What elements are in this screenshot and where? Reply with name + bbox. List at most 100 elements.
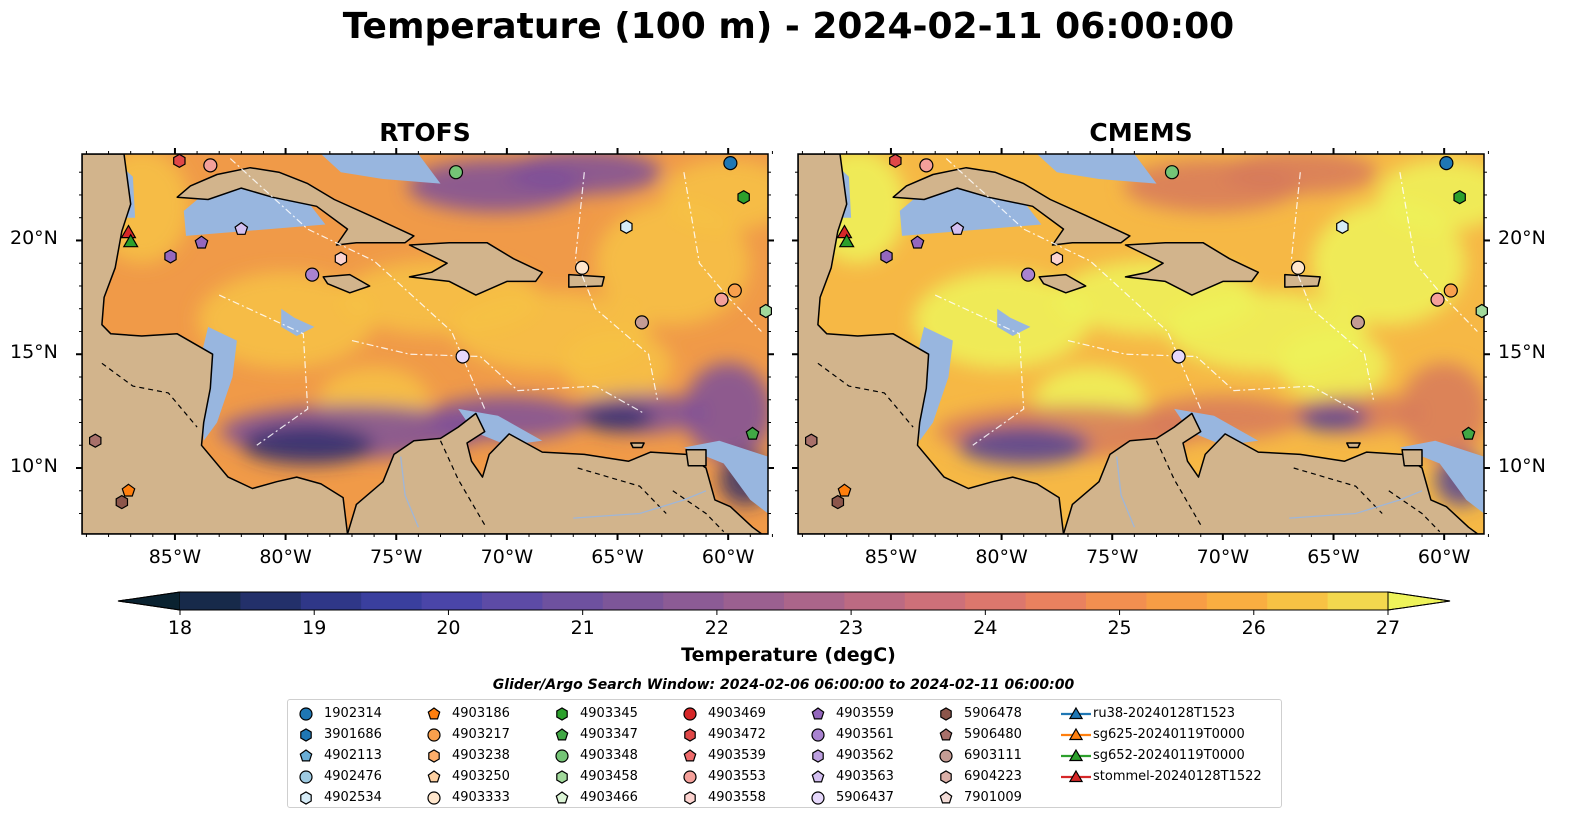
colorbar-bin [1267,592,1329,610]
legend-label: 4903345 [580,706,638,721]
lon-tick-label: 60°W [701,546,755,568]
legend-marker-icon [683,770,697,784]
legend-label: stommel-20240128T1522 [1093,769,1262,784]
colorbar-bin [300,592,362,610]
float-marker [620,219,633,234]
float-marker [1171,349,1186,364]
colorbar-tick-label: 19 [302,617,327,639]
float-marker [950,221,965,235]
float-marker [448,165,464,180]
legend-marker-icon [939,728,953,741]
colorbar [117,591,1451,615]
legend-marker-icon [683,749,697,762]
legend-label: 4903348 [580,748,638,763]
legend-marker-icon [427,791,441,805]
legend-label: 4903250 [452,769,510,784]
float-marker [723,156,738,171]
lat-tick-label: 15°N [1498,341,1546,364]
legend-marker-icon [299,749,313,762]
legend-label: 4903347 [580,727,638,742]
float-marker [1453,190,1466,205]
colorbar-extend-high [1387,591,1451,611]
colorbar-bin [1025,592,1087,610]
colorbar-bin [240,592,302,610]
colorbar-tick-label: 25 [1107,617,1132,639]
colorbar-tick-label: 21 [570,617,595,639]
colorbar-label: Temperature (degC) [681,644,896,666]
legend-marker-icon [811,707,825,720]
legend-marker-icon [300,728,312,742]
colorbar-tick-label: 22 [704,617,729,639]
float-marker [88,433,102,448]
colorbar-bin [602,592,664,610]
legend-marker-icon [300,791,312,805]
colorbar-bin [663,592,725,610]
float-marker [173,153,186,168]
float-marker [714,292,729,307]
float-marker [194,235,209,249]
float-marker [634,315,649,330]
legend-label: 4902476 [324,769,382,784]
colorbar-bin [965,592,1027,610]
legend-marker-icon [811,770,825,783]
legend-marker-icon [811,791,825,805]
legend-label: 4903186 [452,706,510,721]
float-marker [1475,303,1489,319]
legend-marker-icon [939,749,953,763]
legend-marker-icon [427,770,441,783]
colorbar-extend-low [117,591,181,611]
legend-label: 4903553 [708,769,766,784]
legend-marker-icon [299,707,313,721]
legend-label: 4903562 [836,748,894,763]
legend-marker-icon [811,728,825,742]
lon-tick-label: 75°W [369,546,423,568]
legend-marker-icon [940,707,952,721]
colorbar-bin [180,592,241,610]
float-marker [164,249,177,264]
float-marker [1439,156,1454,171]
axis-ticks [76,148,1490,540]
legend-marker-icon [556,770,568,784]
colorbar-tick-label: 20 [436,617,461,639]
legend-marker-icon [1061,706,1091,720]
legend-marker-icon [1061,769,1091,783]
colorbar-bin [1086,592,1147,610]
legend-marker-icon [427,707,441,720]
land-and-shelf [798,154,1484,534]
colorbar-tick-label: 24 [973,617,998,639]
legend-marker-icon [556,707,568,721]
legend-label: 4903469 [708,706,766,721]
land-and-shelf [82,154,768,534]
legend-label: 3901686 [324,727,382,742]
colorbar-bin [844,592,906,610]
legend-marker-icon [812,749,824,763]
legend-label: sg652-20240119T0000 [1093,748,1245,763]
lat-tick-label: 10°N [1498,455,1546,477]
float-marker [889,153,902,168]
legend-label: 4903539 [708,748,766,763]
float-marker [727,283,742,298]
float-marker [919,158,934,173]
legend-label: 4903563 [836,769,894,784]
float-marker [334,251,348,266]
colorbar-bin [1206,592,1268,610]
float-marker [759,303,773,319]
map-panel-cmems [798,154,1484,534]
lon-tick-label: 65°W [1307,546,1360,568]
legend-marker-icon [428,749,440,763]
float-marker [838,233,855,248]
legend-marker-icon [1061,727,1091,741]
float-marker [880,249,893,264]
lon-tick-label: 65°W [591,546,644,568]
legend-marker-icon [555,749,569,763]
lat-tick-label: 15°N [10,341,58,364]
legend-label: ru38-20240128T1523 [1093,706,1236,721]
float-marker [455,349,470,364]
figure-title: Temperature (100 m) - 2024-02-11 06:00:0… [342,6,1235,47]
legend-label: 4903466 [580,790,638,805]
legend-marker-icon [1061,748,1091,762]
float-marker [122,233,139,248]
float-marker [305,267,320,282]
panel-title-cmems: CMEMS [1089,118,1193,147]
lon-tick-label: 70°W [1196,546,1250,568]
